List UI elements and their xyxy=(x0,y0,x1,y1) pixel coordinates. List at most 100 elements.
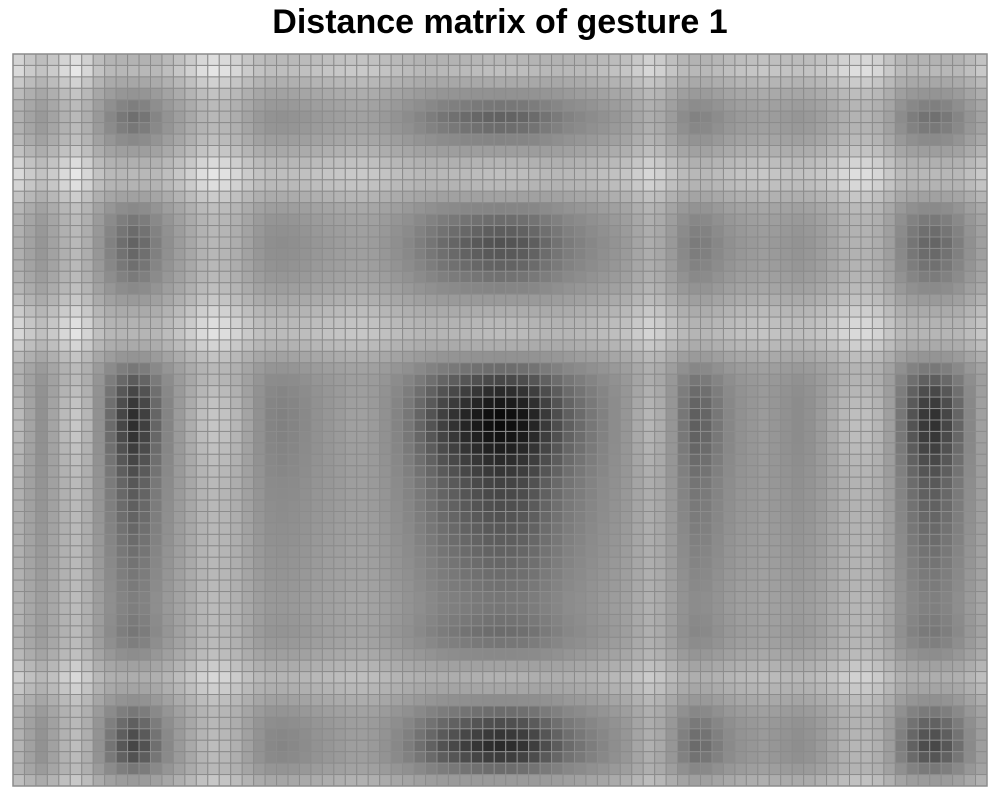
heatmap-cell xyxy=(826,122,839,135)
heatmap-cell xyxy=(894,305,908,318)
heatmap-cell xyxy=(654,568,667,581)
heatmap-cell xyxy=(58,671,71,684)
heatmap-cell xyxy=(585,533,598,547)
heatmap-cell xyxy=(677,350,690,364)
heatmap-cell xyxy=(803,385,816,398)
heatmap-cell xyxy=(436,659,449,673)
heatmap-cell xyxy=(745,145,759,158)
heatmap-cell xyxy=(161,316,174,329)
heatmap-cell xyxy=(138,533,152,547)
heatmap-cell xyxy=(585,110,598,124)
heatmap-cell xyxy=(127,270,140,284)
heatmap-cell xyxy=(837,328,850,341)
heatmap-cell xyxy=(287,293,300,307)
heatmap-cell xyxy=(436,671,449,684)
heatmap-cell xyxy=(276,156,289,169)
heatmap-cell xyxy=(459,499,472,512)
heatmap-cell xyxy=(356,419,369,432)
heatmap-cell xyxy=(367,305,381,318)
heatmap-cell xyxy=(596,76,610,89)
heatmap-cell xyxy=(619,305,633,318)
heatmap-cell xyxy=(81,476,94,490)
heatmap-cell xyxy=(333,328,346,341)
heatmap-cell xyxy=(402,167,415,181)
heatmap-cell xyxy=(516,225,530,238)
heatmap-cell xyxy=(230,202,243,215)
heatmap-cell xyxy=(184,648,197,661)
heatmap-cell xyxy=(906,613,919,627)
heatmap-cell xyxy=(367,385,381,398)
heatmap-cell xyxy=(734,533,747,547)
heatmap-cell xyxy=(722,682,736,695)
heatmap-cell xyxy=(172,659,186,673)
heatmap-cell xyxy=(528,396,541,410)
heatmap-cell xyxy=(241,293,255,307)
heatmap-cell xyxy=(276,133,289,146)
heatmap-cell xyxy=(871,602,885,615)
heatmap-cell xyxy=(127,328,140,341)
heatmap-cell xyxy=(447,568,461,581)
heatmap-cell xyxy=(768,282,782,295)
heatmap-cell xyxy=(539,247,553,261)
heatmap-cell xyxy=(975,167,988,181)
heatmap-cell xyxy=(952,579,965,593)
heatmap-cell xyxy=(585,305,598,318)
heatmap-cell xyxy=(528,293,541,307)
heatmap-cell xyxy=(493,659,507,673)
heatmap-cell xyxy=(150,179,163,192)
heatmap-cell xyxy=(596,545,610,558)
heatmap-cell xyxy=(883,419,896,432)
heatmap-cell xyxy=(321,87,335,101)
heatmap-cell xyxy=(402,64,415,78)
heatmap-cell xyxy=(241,99,255,112)
heatmap-cell xyxy=(677,591,690,604)
heatmap-cell xyxy=(871,236,885,249)
heatmap-cell xyxy=(619,293,633,307)
heatmap-cell xyxy=(734,293,747,307)
heatmap-cell xyxy=(722,362,736,375)
heatmap-cell xyxy=(425,76,438,89)
heatmap-cell xyxy=(321,659,335,673)
heatmap-cell xyxy=(195,87,209,101)
heatmap-cell xyxy=(184,625,197,638)
heatmap-cell xyxy=(528,694,541,707)
heatmap-cell xyxy=(826,87,839,101)
heatmap-cell xyxy=(883,99,896,112)
heatmap-cell xyxy=(505,385,518,398)
heatmap-cell xyxy=(115,373,129,387)
heatmap-cell xyxy=(470,99,484,112)
heatmap-cell xyxy=(929,602,942,615)
heatmap-cell xyxy=(871,87,885,101)
heatmap-cell xyxy=(573,533,587,547)
heatmap-cell xyxy=(952,682,965,695)
heatmap-cell xyxy=(253,385,266,398)
heatmap-cell xyxy=(803,396,816,410)
heatmap-cell xyxy=(551,453,564,467)
heatmap-cell xyxy=(150,247,163,261)
heatmap-cell xyxy=(516,213,530,227)
heatmap-cell xyxy=(940,579,954,593)
heatmap-cell xyxy=(379,99,392,112)
heatmap-cell xyxy=(642,659,656,673)
heatmap-cell xyxy=(848,53,862,66)
heatmap-cell xyxy=(207,636,220,650)
heatmap-cell xyxy=(207,499,220,512)
heatmap-cell xyxy=(722,122,736,135)
heatmap-cell xyxy=(848,591,862,604)
heatmap-cell xyxy=(287,476,300,490)
heatmap-cell xyxy=(367,648,381,661)
heatmap-cell xyxy=(81,396,94,410)
heatmap-cell xyxy=(35,556,48,570)
heatmap-cell xyxy=(608,522,621,535)
heatmap-cell xyxy=(608,659,621,673)
heatmap-cell xyxy=(551,671,564,684)
heatmap-cell xyxy=(814,64,828,78)
heatmap-cell xyxy=(333,476,346,490)
heatmap-cell xyxy=(241,556,255,570)
heatmap-cell xyxy=(700,396,713,410)
heatmap-cell xyxy=(665,122,679,135)
heatmap-cell xyxy=(596,350,610,364)
heatmap-cell xyxy=(745,522,759,535)
heatmap-cell xyxy=(539,270,553,284)
heatmap-cell xyxy=(402,99,415,112)
